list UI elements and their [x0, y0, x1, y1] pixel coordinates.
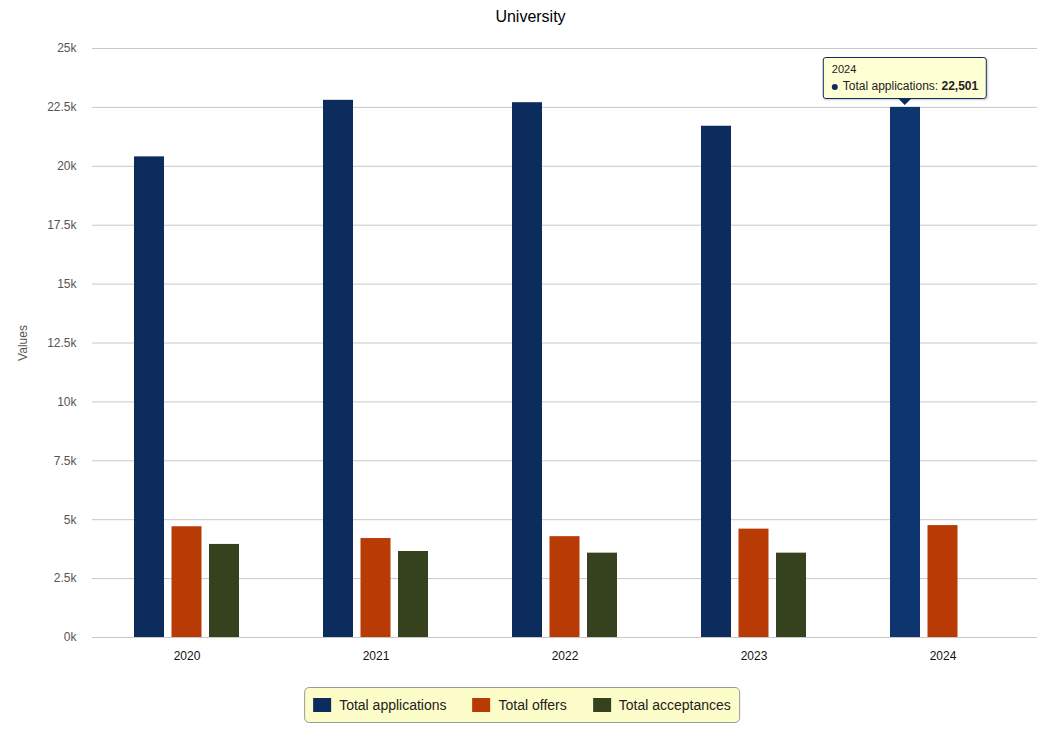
svg-text:2024: 2024 — [930, 649, 957, 663]
svg-text:22.5k: 22.5k — [47, 100, 77, 114]
html-text:Total applications: 22,501: Total applications: 22,501 — [842, 78, 979, 93]
svg-text:2.5k: 2.5k — [54, 571, 78, 585]
svg-text:5k: 5k — [64, 513, 78, 527]
html-text:University: University — [495, 8, 566, 25]
svg-text:2020: 2020 — [174, 649, 201, 663]
svg-text:15k: 15k — [57, 277, 77, 291]
svg-text:Values: Values — [16, 325, 30, 361]
html-text:2024: 2024 — [831, 62, 857, 75]
svg-text:7.5k: 7.5k — [54, 454, 78, 468]
svg-text:20k: 20k — [57, 159, 77, 173]
html-text:Total applications: Total applications — [339, 697, 447, 713]
svg-text:10k: 10k — [57, 395, 77, 409]
html-text:Total acceptances: Total acceptances — [618, 697, 731, 713]
svg-text:12.5k: 12.5k — [47, 336, 77, 350]
svg-text:2021: 2021 — [363, 649, 390, 663]
svg-text:17.5k: 17.5k — [47, 218, 77, 232]
svg-text:2022: 2022 — [552, 649, 579, 663]
svg-text:0k: 0k — [64, 630, 78, 644]
svg-text:25k: 25k — [57, 41, 77, 55]
svg-text:2023: 2023 — [741, 649, 768, 663]
html-text:Total offers: Total offers — [498, 697, 567, 713]
